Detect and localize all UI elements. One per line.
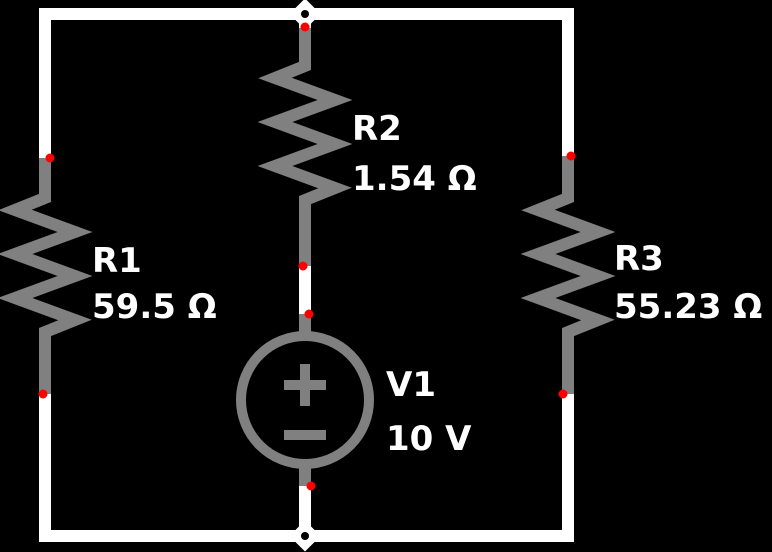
resistor-r3 xyxy=(520,156,616,394)
r2-value-label: 1.54 Ω xyxy=(352,159,477,199)
terminal-dot xyxy=(306,481,316,491)
terminal-dot xyxy=(38,389,48,399)
v1-value-label: 10 V xyxy=(386,419,472,459)
junction-node-top xyxy=(289,0,321,30)
r3-value-label: 55.23 Ω xyxy=(614,287,762,327)
terminal-dot xyxy=(304,309,314,319)
junction-node-bottom xyxy=(289,520,321,552)
terminal-dot xyxy=(566,151,576,161)
resistor-icon xyxy=(520,156,616,394)
resistor-icon xyxy=(0,158,93,394)
terminal-dot xyxy=(45,153,55,163)
plus-sign-icon xyxy=(284,364,326,406)
resistor-icon xyxy=(257,28,353,266)
voltage-source-v1 xyxy=(236,314,374,486)
r2-name-label: R2 xyxy=(352,109,402,149)
v1-name-label: V1 xyxy=(386,365,436,405)
resistor-r1 xyxy=(0,158,93,394)
r1-value-label: 59.5 Ω xyxy=(92,287,217,327)
resistor-r2 xyxy=(257,28,353,266)
terminal-dot xyxy=(300,22,310,32)
voltage-source-icon xyxy=(236,314,374,486)
r1-name-label: R1 xyxy=(92,241,142,281)
terminal-dot xyxy=(298,261,308,271)
r3-name-label: R3 xyxy=(614,239,664,279)
terminal-dots xyxy=(38,22,576,491)
terminal-dot xyxy=(558,389,568,399)
